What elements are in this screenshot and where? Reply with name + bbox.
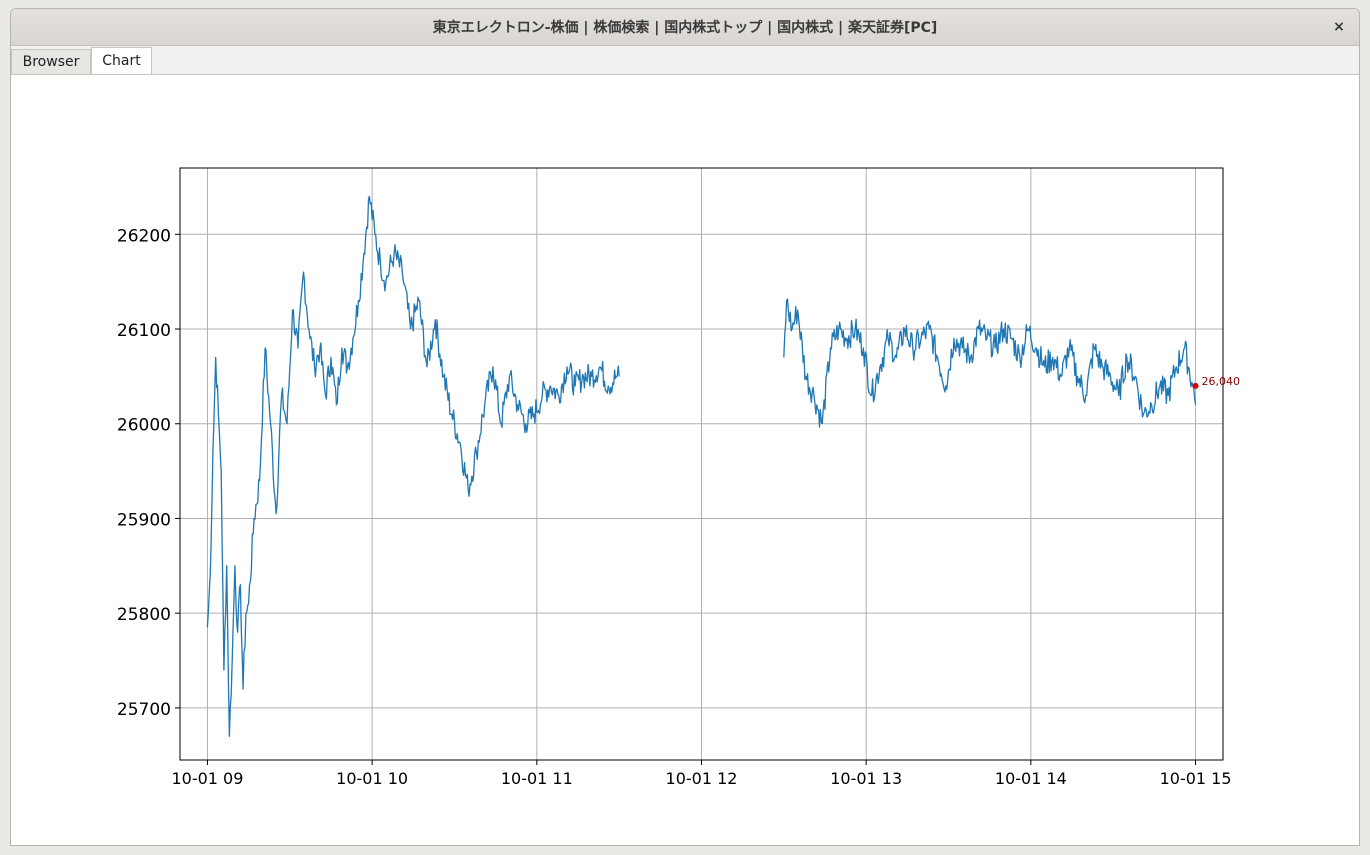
- y-tick-label: 26000: [117, 416, 171, 436]
- plot-border: [179, 167, 1224, 761]
- y-tick-label: 25900: [117, 510, 171, 530]
- window-title: 東京エレクトロン-株価 | 株価検索 | 国内株式トップ | 国内株式 | 楽天…: [432, 20, 938, 36]
- app-window: 東京エレクトロン-株価 | 株価検索 | 国内株式トップ | 国内株式 | 楽天…: [10, 8, 1360, 846]
- tab-browser[interactable]: Browser: [11, 49, 91, 74]
- y-tick-label: 26100: [117, 321, 171, 341]
- tab-chart[interactable]: Chart: [91, 47, 152, 74]
- chart-panel: 25700 25800 25900 26000 26100 26200 10-01 09 10…: [11, 75, 1359, 845]
- tab-bar: Browser Chart: [11, 46, 1359, 75]
- last-price-marker: [1192, 382, 1199, 389]
- tab-browser-label: Browser: [22, 54, 80, 70]
- x-tick-label: 10-01 10: [336, 769, 408, 788]
- tab-chart-label: Chart: [102, 53, 141, 69]
- x-tick-label: 10-01 12: [666, 769, 738, 788]
- close-button[interactable]: ×: [1329, 17, 1349, 37]
- price-series-line: [206, 195, 620, 737]
- x-tick-label: 10-01 13: [830, 769, 902, 788]
- x-tick-label: 10-01 09: [171, 769, 243, 788]
- y-tick-label: 25700: [117, 700, 171, 720]
- price-series-line: [783, 298, 1197, 428]
- x-tick-label: 10-01 14: [995, 769, 1067, 788]
- y-tick-label: 26200: [117, 226, 171, 246]
- price-chart: 25700 25800 25900 26000 26100 26200 10-01 09 10…: [117, 167, 1241, 788]
- title-bar: 東京エレクトロン-株価 | 株価検索 | 国内株式トップ | 国内株式 | 楽天…: [11, 9, 1359, 46]
- x-tick-label: 10-01 11: [501, 769, 573, 788]
- y-tick-label: 25800: [117, 605, 171, 625]
- x-tick-label: 10-01 15: [1160, 769, 1232, 788]
- last-price-label: 26,040: [1202, 375, 1241, 388]
- close-icon: ×: [1333, 19, 1345, 35]
